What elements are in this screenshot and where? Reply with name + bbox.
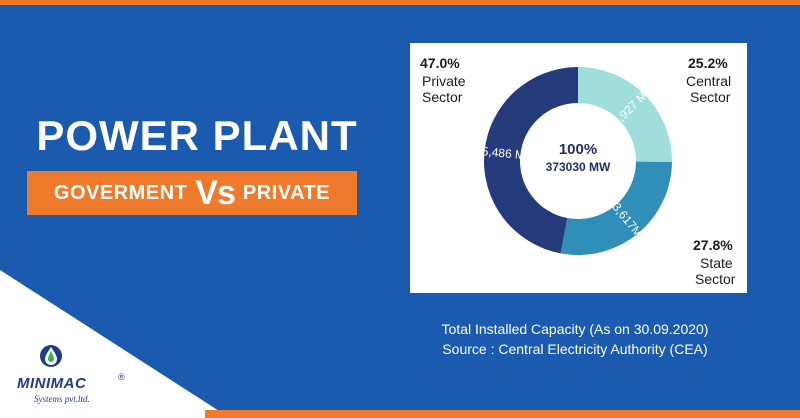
chart-card: 93,927 MW 103,617MW 175,486 MW 100% 373030 M…	[410, 43, 747, 293]
donut-value-label-private: 175,486 MW	[468, 143, 538, 163]
logo-wordmark: MINIMAC	[17, 375, 87, 392]
subtitle-government: GOVERMENT	[53, 181, 188, 204]
donut-slice-private	[484, 67, 578, 254]
central-percent-label: 25.2%	[688, 55, 728, 71]
logo-registered-mark: ®	[118, 372, 125, 382]
donut-center-percent: 100%	[559, 141, 597, 158]
private-percent-label: 47.0%	[420, 55, 460, 71]
minimac-logo-icon	[40, 345, 62, 367]
top-accent-strip	[0, 0, 800, 5]
state-name-line1: State	[700, 255, 733, 271]
page-title: POWER PLANT	[36, 112, 358, 159]
bottom-accent-strip	[205, 410, 800, 418]
subtitle-vs: Vs	[195, 173, 236, 212]
state-percent-label: 27.8%	[693, 237, 733, 253]
central-name-line2: Sector	[690, 89, 731, 105]
subtitle-banner: GOVERMENT Vs PRIVATE	[27, 171, 357, 215]
state-name-line2: Sector	[695, 271, 736, 287]
donut-center-total: 373030 MW	[546, 160, 611, 174]
donut-slice-state	[560, 161, 672, 255]
central-name-line1: Central	[686, 73, 732, 89]
donut-slice-central	[578, 67, 672, 163]
private-name-line2: Sector	[422, 89, 463, 105]
chart-caption: Total Installed Capacity (As on 30.09.20…	[385, 319, 765, 359]
subtitle-private: PRIVATE	[242, 181, 331, 204]
caption-line-source: Source : Central Electricity Authority (…	[442, 341, 708, 357]
logo-tagline: Systems pvt.ltd.	[34, 394, 90, 404]
private-name-line1: Private	[422, 73, 466, 89]
caption-line-capacity: Total Installed Capacity (As on 30.09.20…	[441, 321, 709, 337]
